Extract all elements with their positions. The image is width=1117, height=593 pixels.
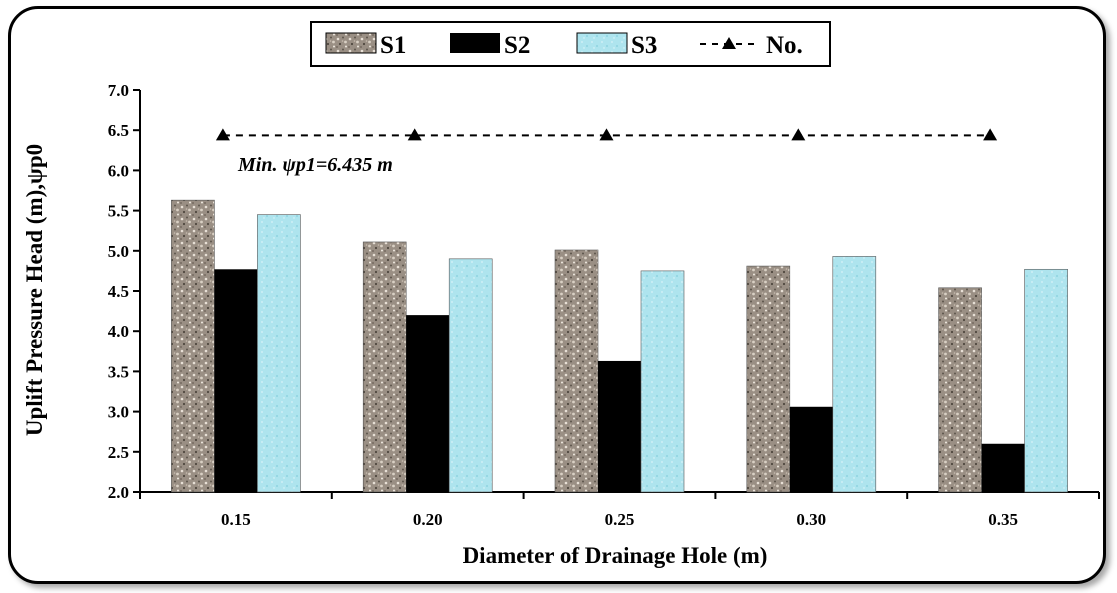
bar-s1-1: [362, 241, 407, 493]
y-tick-label: 2.0: [108, 483, 129, 502]
y-tick-label: 6.5: [108, 121, 129, 140]
y-tick-label: 4.0: [108, 322, 129, 341]
y-tick-label: 5.5: [108, 202, 129, 221]
x-tick-label: 0.15: [221, 510, 251, 529]
y-axis-title: Uplift Pressure Head (m),ψp0: [22, 144, 47, 436]
bar-s3-2: [640, 270, 685, 493]
legend-label-s3: S3: [631, 32, 657, 59]
x-axis-title: Diameter of Drainage Hole (m): [463, 543, 768, 568]
marker-no-1: [407, 128, 422, 141]
y-tick-label: 5.0: [108, 242, 129, 261]
reference-line: [215, 128, 998, 141]
x-tick-label: 0.30: [796, 510, 826, 529]
bar-s2-2: [598, 360, 641, 492]
marker-no-2: [599, 128, 614, 141]
legend-swatch-s2: [450, 33, 500, 53]
marker-no-3: [791, 128, 806, 141]
y-tick-label: 4.5: [108, 282, 129, 301]
y-tick-label: 6.0: [108, 161, 129, 180]
bar-s3-3: [832, 256, 877, 493]
bar-s3-1: [448, 258, 493, 493]
y-tick-label: 2.5: [108, 443, 129, 462]
bar-s2-3: [789, 406, 833, 492]
bar-s1-4: [938, 287, 982, 493]
y-tick-label: 3.5: [108, 362, 129, 381]
bar-s2-4: [981, 443, 1025, 492]
bar-s2-1: [406, 315, 450, 492]
ticks: 2.0 2.5 3.0 3.5 4.0 4.5 5.0 5.5 6.0 6.5 7.0 0.15 0.2…: [108, 81, 1100, 529]
y-tick-label: 3.0: [108, 403, 129, 422]
bar-s1-0: [171, 199, 215, 493]
min-annotation: Min. ψp1=6.435 m: [237, 154, 393, 176]
y-tick-label: 7.0: [108, 81, 129, 100]
legend-swatch-s3: [576, 32, 628, 54]
legend-box: [310, 21, 831, 67]
bar-s3-0: [257, 214, 301, 493]
legend-label-s2: S2: [504, 32, 530, 59]
x-tick-label: 0.35: [988, 510, 1018, 529]
legend-label-s1: S1: [380, 32, 406, 59]
marker-no-4: [983, 128, 998, 141]
bar-s3-4: [1024, 268, 1068, 493]
bar-s1-2: [554, 249, 599, 493]
bar-s2-0: [214, 269, 258, 492]
legend-swatch-s1: [325, 32, 377, 54]
marker-no-0: [215, 128, 230, 141]
legend: S1 S2 S3 No.: [310, 21, 831, 67]
x-tick-label: 0.25: [605, 510, 635, 529]
legend-label-no: No.: [766, 32, 803, 59]
bar-s1-3: [746, 265, 791, 493]
bars: [171, 199, 1068, 493]
legend-marker-no: [722, 37, 736, 49]
x-tick-label: 0.20: [413, 510, 443, 529]
